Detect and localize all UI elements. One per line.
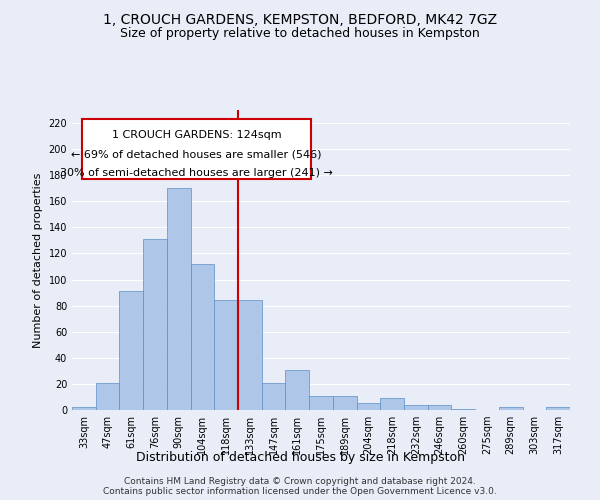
Bar xyxy=(380,398,404,410)
Bar xyxy=(356,404,380,410)
Y-axis label: Number of detached properties: Number of detached properties xyxy=(33,172,43,348)
Bar xyxy=(214,300,238,410)
FancyBboxPatch shape xyxy=(82,119,311,179)
Text: ← 69% of detached houses are smaller (546): ← 69% of detached houses are smaller (54… xyxy=(71,149,322,159)
Bar xyxy=(309,396,333,410)
Bar xyxy=(333,396,356,410)
Bar xyxy=(451,408,475,410)
Bar xyxy=(546,408,570,410)
Bar xyxy=(119,292,143,410)
Bar xyxy=(428,405,451,410)
Bar xyxy=(238,300,262,410)
Bar xyxy=(262,382,286,410)
Bar xyxy=(286,370,309,410)
Bar xyxy=(72,408,96,410)
Bar xyxy=(96,382,119,410)
Text: Size of property relative to detached houses in Kempston: Size of property relative to detached ho… xyxy=(120,28,480,40)
Text: 1, CROUCH GARDENS, KEMPSTON, BEDFORD, MK42 7GZ: 1, CROUCH GARDENS, KEMPSTON, BEDFORD, MK… xyxy=(103,12,497,26)
Text: Contains public sector information licensed under the Open Government Licence v3: Contains public sector information licen… xyxy=(103,486,497,496)
Text: Distribution of detached houses by size in Kempston: Distribution of detached houses by size … xyxy=(136,451,464,464)
Text: 30% of semi-detached houses are larger (241) →: 30% of semi-detached houses are larger (… xyxy=(60,168,333,178)
Bar xyxy=(143,239,167,410)
Bar xyxy=(191,264,214,410)
Bar xyxy=(499,408,523,410)
Text: 1 CROUCH GARDENS: 124sqm: 1 CROUCH GARDENS: 124sqm xyxy=(112,130,281,140)
Bar xyxy=(404,405,428,410)
Bar xyxy=(167,188,191,410)
Text: Contains HM Land Registry data © Crown copyright and database right 2024.: Contains HM Land Registry data © Crown c… xyxy=(124,476,476,486)
